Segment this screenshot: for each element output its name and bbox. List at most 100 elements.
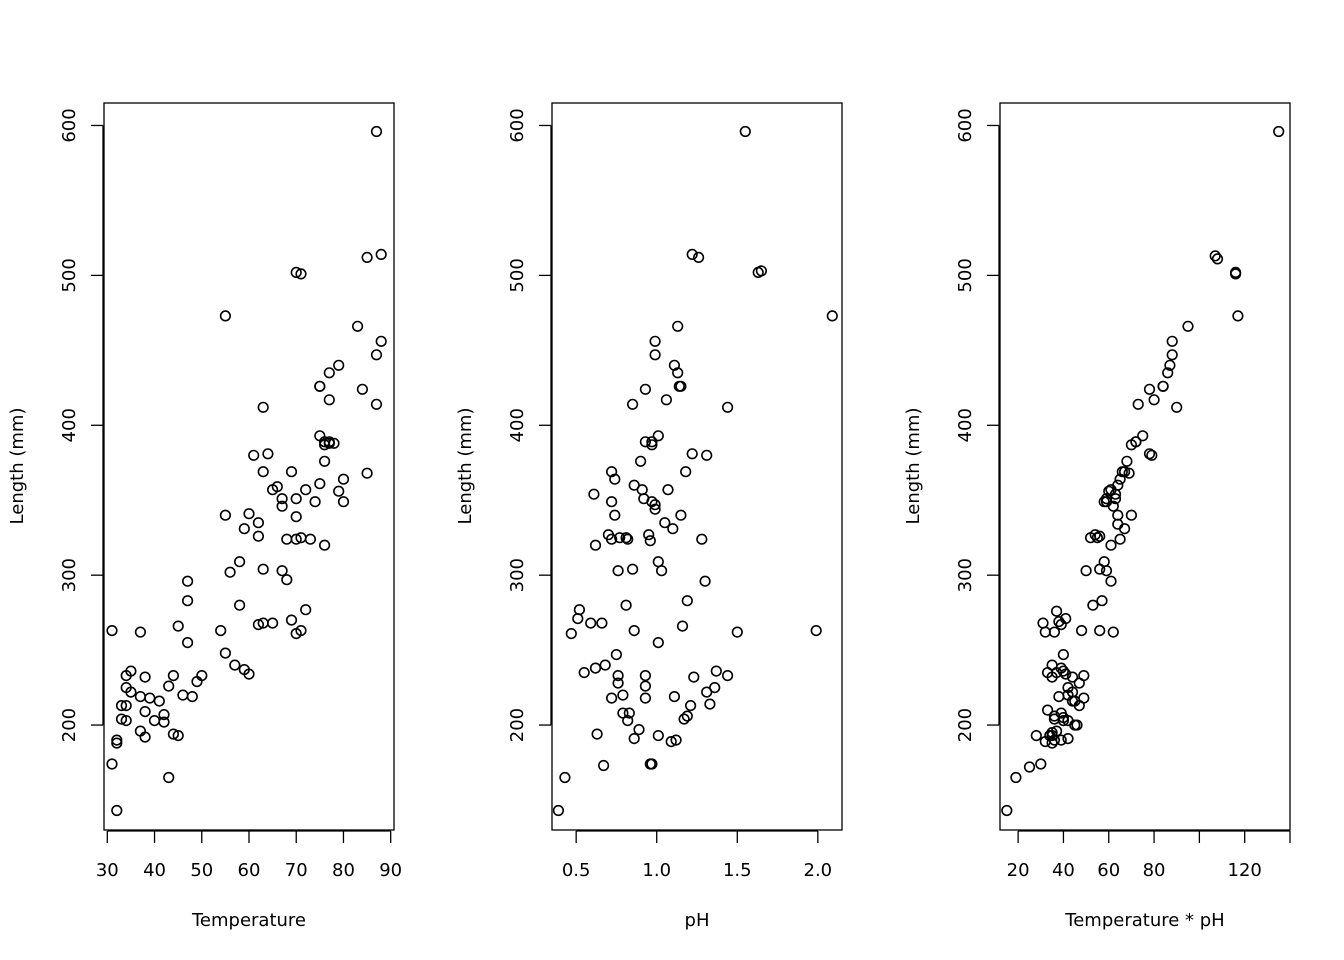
data-point bbox=[323, 437, 335, 449]
data-point bbox=[1166, 349, 1178, 361]
data-point bbox=[686, 248, 698, 260]
data-point bbox=[660, 394, 673, 406]
data-point bbox=[276, 500, 288, 512]
data-point bbox=[652, 729, 664, 742]
data-point bbox=[219, 647, 231, 659]
data-point bbox=[1069, 719, 1081, 731]
data-point bbox=[1080, 565, 1092, 577]
data-point bbox=[1137, 430, 1149, 442]
x-axis-ph: 0.5 1.0 1.5 2.0 bbox=[562, 830, 833, 881]
data-point bbox=[323, 367, 335, 379]
data-point bbox=[352, 320, 364, 332]
data-point bbox=[1084, 532, 1097, 544]
data-point bbox=[1039, 626, 1051, 638]
data-point bbox=[1046, 729, 1058, 742]
data-point bbox=[375, 248, 387, 260]
data-point bbox=[681, 710, 693, 722]
data-point bbox=[295, 268, 307, 280]
data-point bbox=[111, 734, 123, 746]
data-point bbox=[177, 689, 189, 701]
data-point bbox=[139, 671, 151, 683]
data-point bbox=[721, 401, 734, 413]
data-point bbox=[686, 448, 698, 460]
data-point bbox=[610, 648, 623, 661]
data-point bbox=[810, 624, 822, 637]
x-tick-label: 80 bbox=[332, 860, 355, 881]
x-tick-label: 120 bbox=[1228, 860, 1262, 881]
data-point bbox=[675, 380, 687, 392]
data-point bbox=[688, 671, 700, 683]
x-tick-label: 90 bbox=[379, 860, 402, 881]
data-point bbox=[1118, 523, 1131, 535]
data-point bbox=[361, 251, 373, 263]
data-point bbox=[589, 539, 602, 551]
data-point bbox=[234, 599, 246, 611]
data-point bbox=[626, 563, 639, 575]
data-point bbox=[605, 496, 618, 508]
data-point bbox=[1125, 439, 1137, 451]
data-point bbox=[826, 310, 838, 322]
y-axis-temperature: 200 300 400 500 600 bbox=[59, 108, 104, 742]
data-point bbox=[238, 523, 250, 535]
y-tick-label: 400 bbox=[59, 408, 80, 442]
data-point bbox=[304, 533, 317, 545]
x-tick-label: 0.5 bbox=[562, 860, 591, 881]
data-point bbox=[1046, 737, 1058, 749]
x-axis-label-temperature-ph: Temperature * pH bbox=[1064, 910, 1224, 931]
data-point bbox=[1125, 509, 1137, 521]
data-point bbox=[639, 383, 652, 395]
x-tick-label: 2.0 bbox=[804, 860, 833, 881]
data-point bbox=[617, 689, 629, 701]
data-point bbox=[328, 437, 340, 449]
data-point bbox=[309, 496, 321, 508]
data-point bbox=[1066, 671, 1079, 683]
data-point bbox=[248, 449, 260, 461]
y-tick-label: 600 bbox=[955, 108, 976, 142]
data-point bbox=[337, 473, 350, 485]
data-point bbox=[680, 466, 692, 478]
data-point bbox=[361, 467, 373, 479]
data-point bbox=[1053, 690, 1065, 703]
data-point bbox=[300, 604, 312, 616]
data-point bbox=[605, 533, 618, 545]
data-point bbox=[552, 804, 565, 817]
data-point bbox=[333, 359, 345, 371]
data-point bbox=[276, 565, 288, 577]
data-point bbox=[1121, 455, 1133, 467]
data-point bbox=[622, 714, 634, 727]
data-point bbox=[1039, 735, 1051, 748]
data-point bbox=[1087, 599, 1099, 611]
data-point bbox=[678, 713, 690, 725]
data-point bbox=[1035, 758, 1047, 770]
data-point bbox=[1132, 398, 1144, 410]
data-point bbox=[1232, 310, 1244, 322]
data-point bbox=[655, 565, 668, 577]
data-point bbox=[1112, 509, 1124, 521]
data-point bbox=[158, 716, 170, 728]
data-point bbox=[163, 680, 175, 692]
data-point bbox=[1053, 615, 1065, 628]
data-point bbox=[333, 485, 345, 497]
data-point bbox=[267, 484, 279, 496]
x-axis-label-temperature: Temperature bbox=[191, 910, 306, 931]
data-point bbox=[578, 666, 590, 679]
data-point bbox=[639, 436, 652, 448]
data-point bbox=[667, 523, 679, 535]
data-point bbox=[649, 503, 661, 515]
data-point bbox=[1055, 707, 1067, 719]
data-point bbox=[172, 620, 184, 632]
panel-ph: 0.5 1.0 1.5 2.0 200 300 400 500 600 pH Length (… bbox=[455, 102, 843, 931]
data-point bbox=[585, 617, 597, 629]
x-tick-label: 20 bbox=[1007, 860, 1030, 881]
x-axis-temperature-ph: 20 40 60 80 120 bbox=[1007, 830, 1291, 881]
data-point bbox=[148, 714, 161, 727]
points-temperature-ph bbox=[1001, 125, 1285, 817]
data-point bbox=[639, 680, 652, 692]
data-point bbox=[672, 320, 684, 332]
data-point bbox=[696, 533, 708, 545]
data-point bbox=[319, 539, 331, 551]
data-point bbox=[257, 563, 269, 575]
data-point bbox=[1143, 383, 1156, 395]
y-tick-label: 300 bbox=[507, 558, 528, 592]
data-point bbox=[370, 125, 383, 138]
